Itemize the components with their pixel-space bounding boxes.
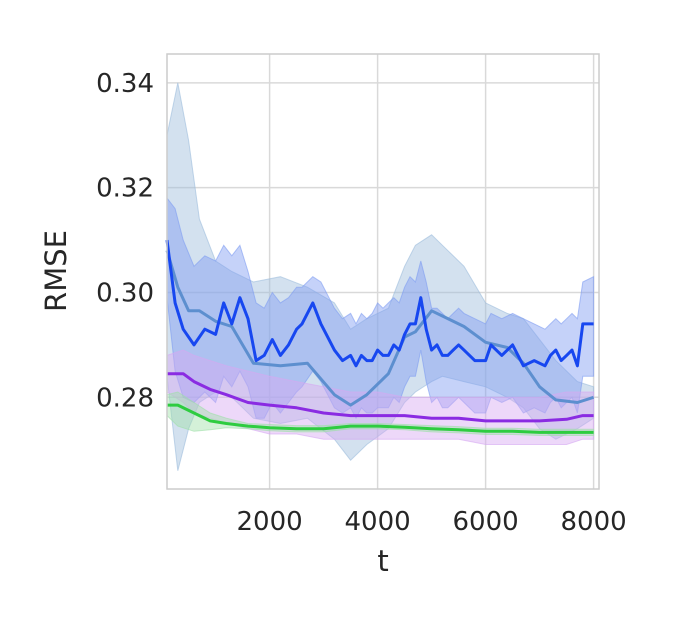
y-tick-label-0.30: 0.30 <box>96 278 154 308</box>
series-lines <box>165 239 595 434</box>
y-tick-labels: 0.28 0.30 0.32 0.34 <box>96 69 154 413</box>
x-tick-label-8000: 8000 <box>561 507 627 537</box>
x-tick-label-2000: 2000 <box>237 507 303 537</box>
x-axis-label: t <box>377 544 388 578</box>
x-tick-label-6000: 6000 <box>453 507 519 537</box>
y-tick-label-0.32: 0.32 <box>96 174 154 204</box>
grid-lines <box>167 54 599 489</box>
series-2-band <box>166 196 595 420</box>
y-tick-label-0.28: 0.28 <box>96 383 154 413</box>
y-axis-label: RMSE <box>39 230 73 312</box>
series-4-line <box>167 403 594 434</box>
series-2-line <box>165 239 594 368</box>
x-tick-labels: 2000 4000 6000 8000 <box>237 507 627 537</box>
y-tick-label-0.34: 0.34 <box>96 69 154 99</box>
plot-frame <box>166 53 600 490</box>
series-3-line <box>167 372 594 423</box>
x-tick-label-4000: 4000 <box>345 507 411 537</box>
